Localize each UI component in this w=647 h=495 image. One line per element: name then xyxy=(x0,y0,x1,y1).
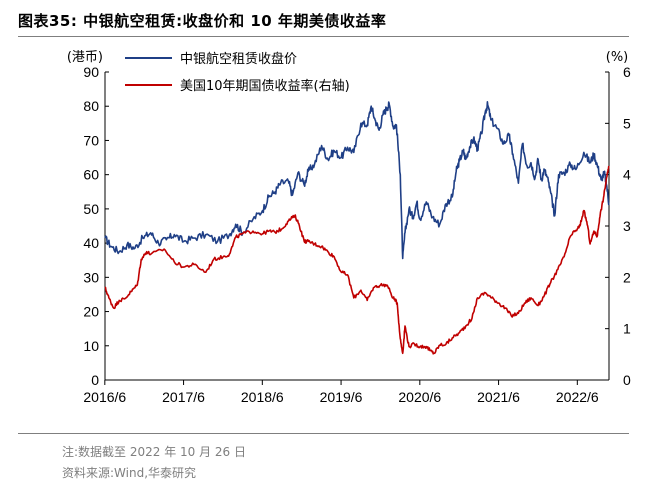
y-left-tick-label: 10 xyxy=(83,338,99,354)
y-left-tick-label: 80 xyxy=(83,98,99,114)
figure-title: 图表35: 中银航空租赁:收盘价和 10 年期美债收益率 xyxy=(18,10,386,31)
y-right-tick-label: 6 xyxy=(623,64,631,80)
x-tick-label: 2017/6 xyxy=(162,389,205,405)
legend-label-price: 中银航空租赁收盘价 xyxy=(180,51,297,67)
chart-source: 资料来源:Wind,华泰研究 xyxy=(62,466,197,480)
legend-label-yield: 美国10年期国债收益率(右轴) xyxy=(180,78,350,94)
series-layer xyxy=(104,101,610,355)
y-left-unit-label: (港币) xyxy=(67,50,103,65)
x-tick-label: 2021/6 xyxy=(477,389,520,405)
series-line-price xyxy=(104,101,610,260)
y-right-tick-label: 5 xyxy=(623,115,631,131)
x-tick-label: 2018/6 xyxy=(241,389,284,405)
y-left-tick-label: 40 xyxy=(83,235,99,251)
footer-divider xyxy=(18,433,629,434)
y-right-tick-label: 0 xyxy=(623,372,631,388)
figure-label: 图表35: xyxy=(18,12,78,30)
x-tick-label: 2020/6 xyxy=(398,389,441,405)
y-right-unit-label: (%) xyxy=(606,50,629,65)
series-line-yield xyxy=(104,165,610,355)
y-left-tick-label: 20 xyxy=(83,304,99,320)
x-tick-label: 2022/6 xyxy=(556,389,599,405)
x-tick-label: 2016/6 xyxy=(83,389,126,405)
y-right-tick-label: 4 xyxy=(623,167,631,183)
y-left-tick-label: 90 xyxy=(83,64,99,80)
y-left-tick-label: 0 xyxy=(91,372,99,388)
figure-title-text: 中银航空租赁:收盘价和 10 年期美债收益率 xyxy=(83,12,387,30)
y-left-tick-label: 50 xyxy=(83,201,99,217)
y-right-tick-label: 2 xyxy=(623,269,631,285)
y-left-tick-label: 30 xyxy=(83,269,99,285)
chart-note: 注:数据截至 2022 年 10 月 26 日 xyxy=(62,445,247,459)
y-left-tick-label: 60 xyxy=(83,167,99,183)
y-right-tick-label: 3 xyxy=(623,218,631,234)
x-tick-label: 2019/6 xyxy=(320,389,363,405)
y-left-tick-label: 70 xyxy=(83,132,99,148)
title-divider xyxy=(18,36,629,37)
y-right-tick-label: 1 xyxy=(623,321,631,337)
